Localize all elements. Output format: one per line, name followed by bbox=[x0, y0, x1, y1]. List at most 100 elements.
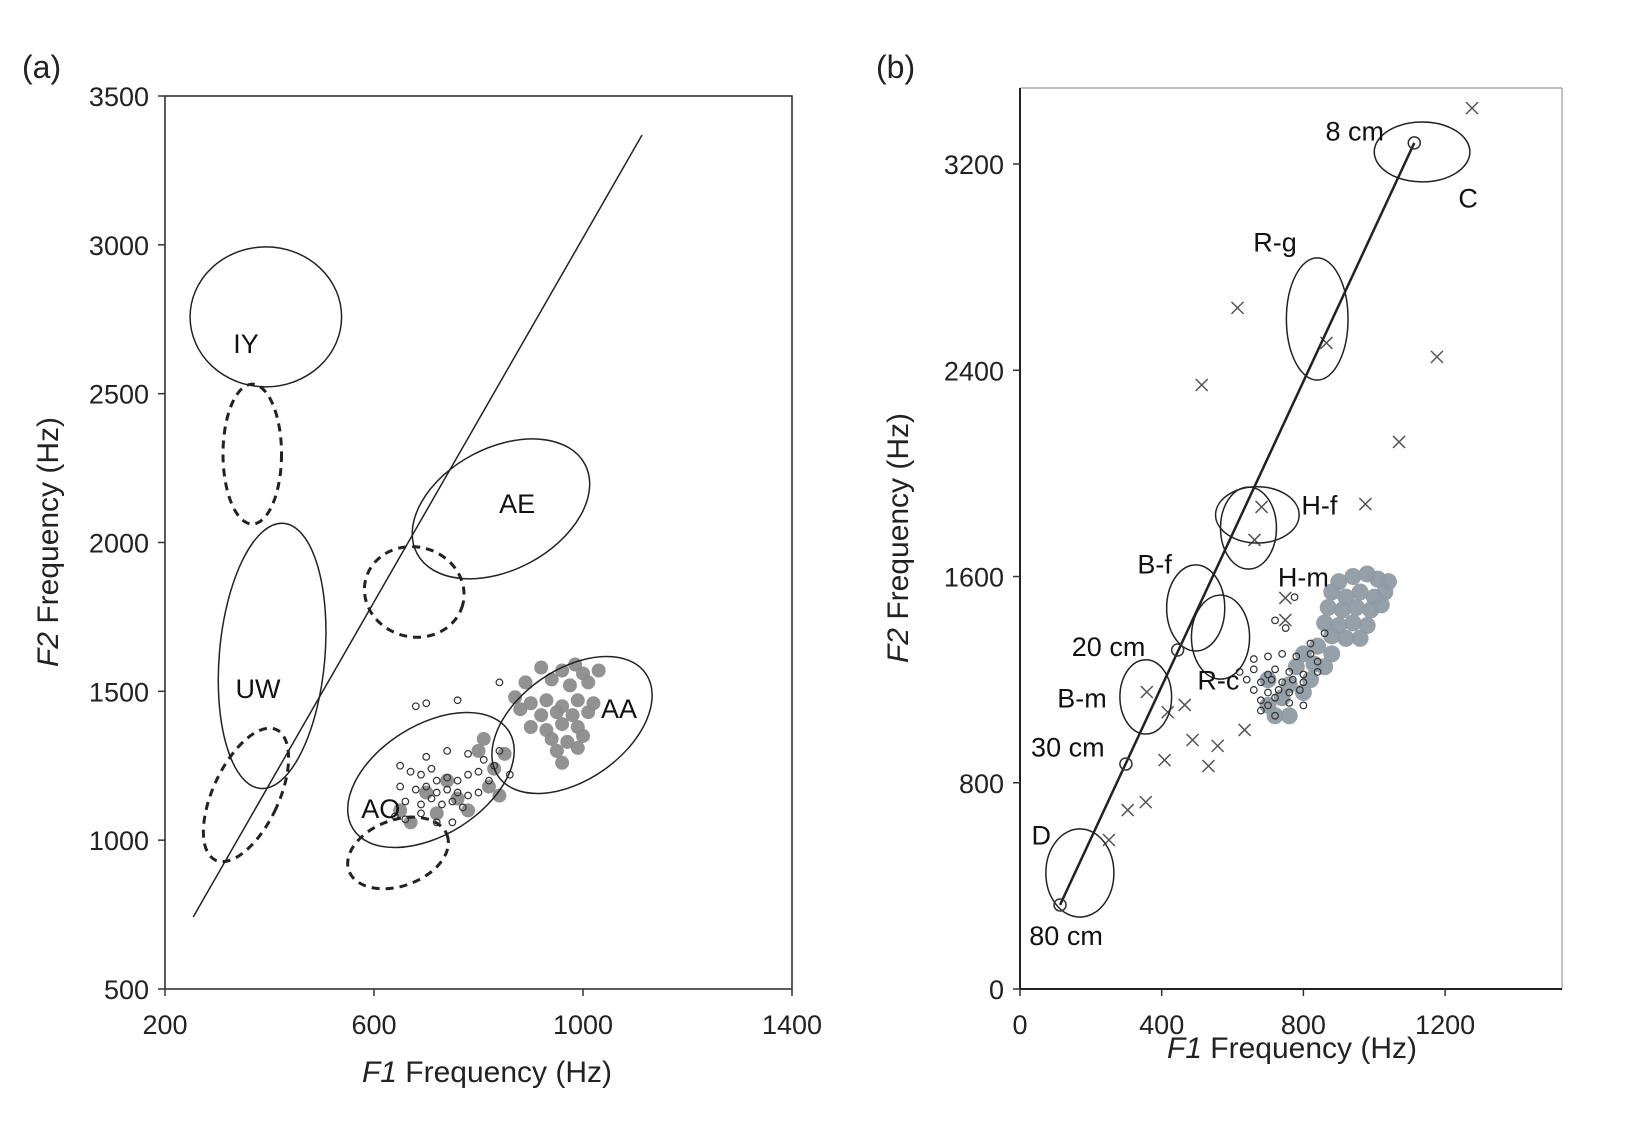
open-data-point bbox=[422, 752, 431, 761]
x-marker bbox=[1140, 685, 1154, 699]
x-marker bbox=[1238, 723, 1252, 737]
ellipse-iy-dashed bbox=[221, 382, 284, 526]
filled-data-point bbox=[1333, 601, 1351, 619]
open-data-point bbox=[432, 776, 441, 785]
open-data-point bbox=[1256, 696, 1265, 705]
open-data-point bbox=[443, 773, 452, 782]
y-tick-label: 800 bbox=[959, 769, 1004, 799]
cluster-label: AA bbox=[601, 694, 637, 724]
open-data-point bbox=[438, 800, 446, 809]
filled-data-point bbox=[591, 663, 606, 678]
y-tick-label: 3200 bbox=[944, 150, 1004, 180]
cluster-label: AE bbox=[499, 489, 535, 519]
cluster-label: R-c bbox=[1197, 666, 1239, 696]
filled-data-point bbox=[549, 743, 564, 758]
regression-line bbox=[1058, 142, 1416, 906]
x-marker bbox=[1121, 803, 1135, 817]
open-data-point bbox=[432, 818, 441, 827]
ellipse-iy bbox=[189, 246, 343, 388]
filled-data-point bbox=[508, 690, 523, 705]
open-data-point bbox=[464, 770, 472, 779]
filled-data-point bbox=[497, 746, 512, 761]
filled-data-point bbox=[544, 672, 559, 687]
open-data-point bbox=[1274, 686, 1283, 694]
filled-data-point bbox=[534, 660, 549, 675]
panel-b-xlabel: F1 Frequency (Hz) bbox=[1167, 1032, 1417, 1065]
regression-line bbox=[192, 134, 643, 918]
filled-data-point bbox=[549, 705, 564, 720]
ellipse-ao bbox=[346, 711, 515, 849]
filled-data-point bbox=[471, 743, 486, 758]
y-tick-label: 1600 bbox=[944, 563, 1004, 593]
x-marker bbox=[1161, 705, 1175, 719]
open-data-point bbox=[495, 678, 504, 687]
open-data-point bbox=[1292, 652, 1301, 661]
x-marker bbox=[1247, 533, 1262, 547]
open-data-point bbox=[453, 696, 462, 705]
filled-data-point bbox=[419, 785, 434, 800]
open-data-point bbox=[1271, 616, 1279, 625]
filled-data-point bbox=[476, 731, 491, 746]
filled-data-point bbox=[1319, 598, 1337, 616]
open-data-point bbox=[1299, 678, 1308, 687]
open-data-point bbox=[432, 788, 441, 797]
x-marker bbox=[1139, 795, 1153, 809]
open-data-point bbox=[1249, 686, 1258, 694]
x-marker bbox=[1392, 435, 1406, 449]
panel-a-xlabel: F1 Frequency (Hz) bbox=[362, 1056, 612, 1089]
open-data-point bbox=[1288, 675, 1297, 684]
ellipse-h-f bbox=[1214, 486, 1300, 544]
x-marker bbox=[1157, 753, 1172, 767]
filled-data-point bbox=[560, 734, 575, 749]
y-tick-label: 2000 bbox=[89, 529, 149, 559]
open-data-point bbox=[401, 815, 410, 824]
open-data-point bbox=[1256, 678, 1265, 687]
open-data-point bbox=[495, 746, 504, 755]
ellipse-ae bbox=[411, 438, 591, 580]
open-data-point bbox=[1264, 670, 1272, 679]
filled-data-point bbox=[1266, 707, 1284, 725]
ellipse-d bbox=[1045, 828, 1115, 918]
filled-data-point bbox=[570, 740, 585, 755]
open-data-point bbox=[1281, 624, 1290, 632]
open-data-point bbox=[401, 797, 410, 806]
x-marker bbox=[1185, 733, 1200, 747]
open-data-point bbox=[1264, 688, 1272, 697]
open-data-point bbox=[411, 785, 420, 794]
ellipse-r-g bbox=[1285, 257, 1349, 381]
cluster-label: R-g bbox=[1253, 227, 1297, 257]
x-tick-label: 200 bbox=[142, 1010, 187, 1040]
filled-data-point bbox=[555, 755, 570, 770]
ellipse-aa bbox=[491, 655, 653, 795]
filled-data-point bbox=[1376, 583, 1394, 601]
open-data-point bbox=[1264, 652, 1272, 661]
x-marker bbox=[1430, 350, 1444, 364]
filled-data-point bbox=[544, 731, 559, 746]
filled-data-point bbox=[523, 720, 538, 735]
open-data-point bbox=[1285, 688, 1294, 697]
open-data-point bbox=[1278, 649, 1287, 658]
x-marker bbox=[1178, 698, 1192, 712]
open-data-point bbox=[1271, 711, 1279, 720]
open-data-point bbox=[411, 702, 420, 711]
filled-data-point bbox=[1287, 658, 1305, 676]
y-tick-label: 2400 bbox=[944, 356, 1004, 386]
x-tick-label: 400 bbox=[1139, 1010, 1184, 1040]
filled-data-point bbox=[523, 696, 538, 711]
filled-data-point bbox=[570, 693, 585, 708]
open-data-point bbox=[396, 761, 405, 770]
open-data-point bbox=[417, 809, 425, 818]
filled-data-point bbox=[450, 791, 465, 806]
filled-data-point bbox=[1348, 598, 1366, 616]
x-tick-label: 0 bbox=[1012, 1010, 1027, 1040]
open-data-point bbox=[427, 794, 436, 803]
y-tick-label: 2500 bbox=[89, 380, 149, 410]
filled-data-point bbox=[1337, 588, 1355, 606]
y-tick-label: 500 bbox=[104, 975, 149, 1005]
filled-data-point bbox=[1337, 629, 1355, 647]
filled-data-point bbox=[1280, 707, 1298, 725]
x-tick-label: 800 bbox=[1281, 1010, 1326, 1040]
x-marker bbox=[1255, 500, 1269, 514]
x-marker bbox=[1465, 101, 1479, 115]
open-data-point bbox=[1299, 670, 1308, 679]
